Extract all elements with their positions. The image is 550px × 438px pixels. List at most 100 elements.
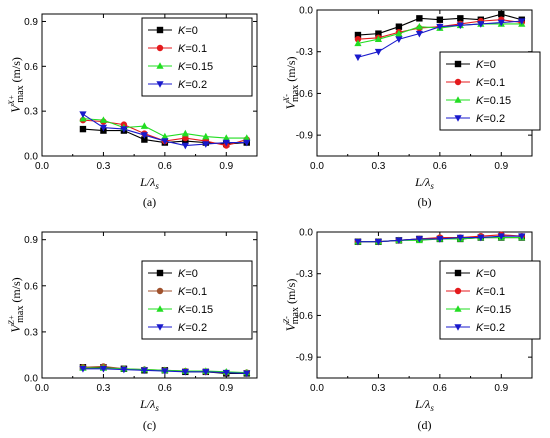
data-point xyxy=(375,30,382,37)
legend-label: K=0 xyxy=(178,268,198,280)
legend-label: K=0.1 xyxy=(476,286,505,298)
legend-marker xyxy=(454,78,462,86)
legend-marker xyxy=(156,305,164,312)
legend-marker xyxy=(454,60,462,68)
y-tick-label: -0.9 xyxy=(296,353,314,364)
data-point xyxy=(182,134,189,142)
panel-caption: (a) xyxy=(143,195,156,209)
plot-frame xyxy=(41,13,258,157)
data-point xyxy=(395,29,403,37)
y-tick-label: -0.3 xyxy=(296,269,314,280)
y-axis-label: VX-max (m/s) xyxy=(282,56,301,109)
data-point xyxy=(374,35,383,42)
legend-label: K=0 xyxy=(476,59,496,71)
data-point xyxy=(416,15,423,22)
legend-item: K=0 xyxy=(446,59,496,71)
x-tick-label: 0.3 xyxy=(96,161,110,172)
series-3 xyxy=(79,114,251,141)
data-point xyxy=(222,134,230,141)
legend-item: K=0.2 xyxy=(446,113,505,125)
legend-item: K=0.15 xyxy=(148,304,213,316)
y-tick-label: 0.0 xyxy=(299,6,313,17)
data-point xyxy=(415,22,423,30)
x-tick-label: 0.9 xyxy=(219,161,233,172)
legend-label: K=0.1 xyxy=(476,77,505,89)
data-point xyxy=(161,138,169,145)
legend-marker xyxy=(156,44,164,52)
x-tick-label: 0.9 xyxy=(494,383,508,394)
data-point xyxy=(202,141,210,148)
chart-panel-1: 0.0 0.3 0.6 0.90.00.30.60.9K=0K=0.1K=0.15K=… xyxy=(7,13,258,209)
legend-marker xyxy=(156,81,164,88)
data-point xyxy=(140,122,148,129)
legend-label: K=0.15 xyxy=(178,61,213,73)
data-point xyxy=(79,111,87,118)
data-point xyxy=(477,234,485,242)
legend-marker xyxy=(454,115,462,122)
data-point xyxy=(161,132,169,140)
x-tick-label: 0.9 xyxy=(219,383,233,394)
data-point xyxy=(415,30,423,38)
legend-item: K=0 xyxy=(148,268,198,280)
x-tick-label: 0.0 xyxy=(310,161,324,172)
panel-caption: (c) xyxy=(143,418,156,432)
legend-label: K=0.15 xyxy=(476,304,511,316)
legend-item: K=0.1 xyxy=(148,43,207,55)
legend-marker xyxy=(156,269,164,277)
y-tick-label: 0.6 xyxy=(24,281,38,292)
series-4 xyxy=(354,18,526,62)
legend-label: K=0.15 xyxy=(476,95,511,107)
data-point xyxy=(202,132,210,140)
x-tick-label: 0.3 xyxy=(96,383,110,394)
data-point xyxy=(374,48,383,56)
legend: K=0 K=0.1 K=0.15 K=0.2 xyxy=(439,260,541,340)
data-point xyxy=(354,31,362,39)
data-point xyxy=(395,237,403,245)
legend-item: K=0.15 xyxy=(446,95,511,107)
data-point xyxy=(79,125,87,133)
legend-label: K=0.2 xyxy=(178,79,207,91)
legend-label: K=0.2 xyxy=(476,322,505,334)
data-point xyxy=(354,36,362,43)
legend-item: K=0.1 xyxy=(148,286,207,298)
legend-label: K=0.2 xyxy=(178,322,207,334)
x-tick-label: 0.6 xyxy=(158,161,172,172)
data-point xyxy=(79,365,87,373)
data-point xyxy=(497,19,505,27)
legend-marker xyxy=(454,269,462,277)
y-axis-label: VX+max (m/s) xyxy=(7,57,26,113)
x-axis-label: L/λs xyxy=(139,175,159,191)
data-point xyxy=(354,39,362,47)
legend-item: K=0.2 xyxy=(446,322,505,334)
legend: K=0 K=0.1 K=0.15 K=0.2 xyxy=(141,260,253,340)
legend-marker xyxy=(454,324,462,331)
legend: K=0 K=0.1 K=0.15 K=0.2 xyxy=(141,17,253,97)
panel-caption: (b) xyxy=(418,195,432,209)
y-tick-label: 0.6 xyxy=(24,62,38,73)
data-point xyxy=(181,369,189,376)
series-4 xyxy=(354,233,526,246)
legend-label: K=0.1 xyxy=(178,43,207,55)
legend-item: K=0.15 xyxy=(148,61,213,73)
data-point xyxy=(456,22,464,30)
legend-label: K=0 xyxy=(476,268,496,280)
legend-label: K=0.15 xyxy=(178,304,213,316)
y-tick-label: -0.3 xyxy=(296,47,314,58)
y-axis-label: VZ-max (m/s) xyxy=(282,279,301,332)
chart-panel-3: 0.0 0.3 0.6 0.90.00.30.60.9K=0K=0.1K=0.15K=… xyxy=(7,231,258,432)
x-tick-label: 0.0 xyxy=(310,383,324,394)
data-point xyxy=(498,10,505,18)
data-point xyxy=(79,114,87,122)
chart-panel-2: 0.0 0.3 0.6 0.9 0.0 -0.3 -0.6 -0.9 K=0 K=0.1 K=0.1… xyxy=(282,6,541,209)
data-point xyxy=(99,124,108,132)
data-point xyxy=(99,116,108,123)
x-axis-label: L/λs xyxy=(414,175,434,191)
x-tick-label: 0.6 xyxy=(433,161,447,172)
data-point xyxy=(181,142,189,150)
series-4 xyxy=(79,111,251,150)
y-tick-label: 0.3 xyxy=(24,107,38,118)
legend-item: K=0 xyxy=(446,268,496,280)
legend-item: K=0 xyxy=(148,25,198,37)
legend-label: K=0 xyxy=(178,25,198,37)
legend-marker xyxy=(454,305,462,312)
